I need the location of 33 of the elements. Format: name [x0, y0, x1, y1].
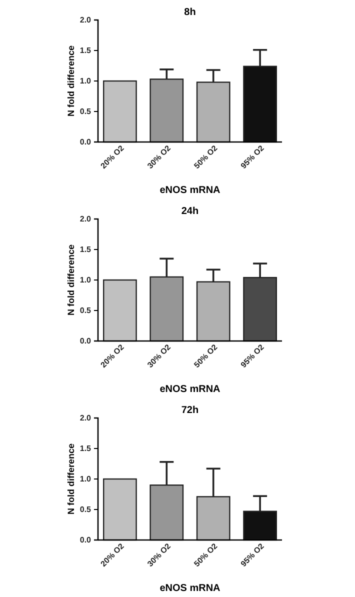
y-tick-label: 1.0 — [80, 76, 92, 86]
y-tick-label: 1.5 — [80, 444, 92, 454]
y-tick-label: 1.0 — [80, 474, 92, 484]
x-tick-label: 50% O2 — [192, 342, 220, 370]
y-tick-label: 0.5 — [80, 505, 92, 514]
y-tick-label: 2.0 — [80, 16, 92, 25]
y-tick-label: 1.5 — [80, 46, 92, 56]
x-tick-label: 95% O2 — [239, 143, 266, 170]
x-tick-label: 30% O2 — [146, 143, 173, 170]
x-tick-label: 30% O2 — [146, 541, 173, 568]
x-tick-label: 50% O2 — [192, 143, 220, 170]
x-axis-title: eNOS mRNA — [160, 384, 220, 395]
y-tick-label: 1.0 — [80, 276, 92, 285]
x-tick-label: 95% O2 — [239, 541, 266, 568]
chart-title: 72h — [181, 405, 199, 416]
y-tick-label: 1.5 — [80, 245, 92, 254]
chart-title: 8h — [184, 7, 196, 18]
y-axis-title: N fold difference — [66, 45, 76, 117]
y-tick-label: 2.0 — [80, 214, 92, 224]
x-axis-title: eNOS mRNA — [160, 185, 220, 196]
y-axis-title: N fold difference — [66, 443, 76, 515]
y-tick-label: 2.0 — [80, 414, 92, 423]
x-axis-title: eNOS mRNA — [160, 583, 220, 594]
y-tick-label: 0.5 — [80, 306, 92, 316]
chart-title: 24h — [181, 206, 199, 217]
x-tick-label: 50% O2 — [192, 541, 220, 568]
y-tick-label: 0.0 — [80, 138, 92, 147]
y-tick-label: 0.0 — [80, 336, 92, 346]
y-tick-label: 0.5 — [80, 107, 92, 116]
y-tick-label: 0.0 — [80, 536, 92, 545]
y-axis-title: N fold difference — [66, 244, 76, 316]
x-tick-label: 95% O2 — [239, 342, 266, 370]
x-tick-label: 30% O2 — [146, 342, 173, 370]
